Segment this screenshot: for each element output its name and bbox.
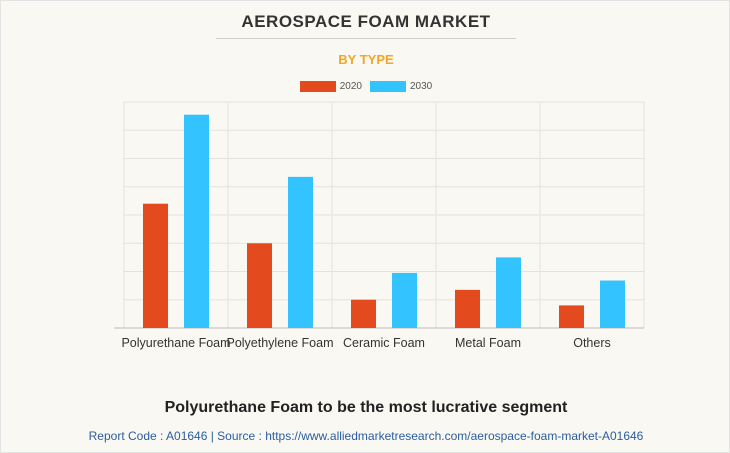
bar-2020 <box>455 289 480 328</box>
bar-2030 <box>392 272 417 328</box>
chart-title: AEROSPACE FOAM MARKET <box>241 12 491 31</box>
x-tick-label: Polyethylene Foam <box>226 336 333 350</box>
legend-item-2020[interactable]: 2020 <box>299 81 362 92</box>
bar-2030 <box>288 176 313 328</box>
bar-2020 <box>143 203 168 328</box>
title-divider <box>216 38 516 39</box>
legend-label-2030: 2030 <box>410 81 433 92</box>
bar-2020 <box>559 305 584 328</box>
bar-2020 <box>351 299 376 328</box>
x-tick-label: Others <box>573 336 611 350</box>
x-tick-label: Ceramic Foam <box>343 336 425 350</box>
bar-2030 <box>600 280 625 328</box>
legend-label-2020: 2020 <box>339 81 362 92</box>
x-tick-label: Metal Foam <box>455 336 521 350</box>
chart-headline: Polyurethane Foam to be the most lucrati… <box>164 399 568 416</box>
bar-2030 <box>184 114 209 329</box>
x-tick-label: Polyurethane Foam <box>121 336 230 350</box>
chart-subtitle: BY TYPE <box>338 52 394 67</box>
legend-swatch-2020 <box>299 81 336 92</box>
bar-2030 <box>496 257 521 328</box>
chart-legend: 2020 2030 <box>1 81 730 92</box>
legend-swatch-2030 <box>370 81 406 92</box>
source-footer[interactable]: Report Code : A01646 | Source : https://… <box>88 429 644 443</box>
bar-2020 <box>247 243 272 328</box>
legend-item-2030[interactable]: 2030 <box>370 81 432 92</box>
